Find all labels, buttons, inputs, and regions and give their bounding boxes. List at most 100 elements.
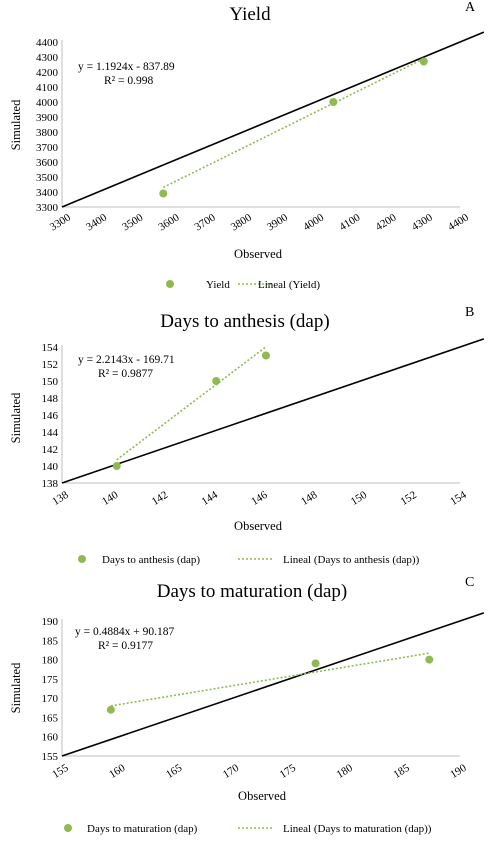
legend-label-points: Days to maturation (dap) (87, 823, 198, 835)
data-point (329, 98, 338, 106)
x-tick-label: 4300 (410, 211, 435, 233)
y-tick-label: 4000 (36, 97, 59, 109)
data-point (112, 462, 121, 470)
x-tick-label: 3600 (156, 211, 181, 233)
x-tick-label: 3500 (120, 211, 145, 233)
y-tick-label: 138 (42, 478, 59, 490)
x-axis-label: Observed (234, 519, 283, 533)
legend-marker-points (78, 555, 86, 563)
x-tick-label: 180 (335, 762, 356, 781)
y-tick-label: 154 (42, 342, 59, 354)
legend-marker-points (64, 824, 72, 832)
y-axis-label: Simulated (9, 392, 23, 443)
r-squared: R² = 0.9877 (98, 368, 153, 380)
x-tick-label: 146 (249, 489, 270, 508)
y-tick-label: 3800 (36, 127, 59, 139)
x-tick-label: 152 (398, 489, 418, 508)
chart-panel-c: Days to maturation (dap) C 155 160 165 170 175… (9, 575, 485, 835)
legend-label-trend: Lineal (Days to anthesis (dap)) (283, 554, 420, 566)
one-to-one-line (61, 338, 485, 484)
y-tick-label: 4100 (36, 82, 59, 94)
trend-equation: y = 1.1924x - 837.89 (78, 61, 175, 73)
data-point (106, 705, 115, 714)
y-tick-label: 3900 (36, 112, 59, 124)
chart-panel-b: Days to anthesis (dap) B 138 140 142 144 146 14… (9, 305, 485, 566)
legend-label-trend: Lineal (Days to maturation (dap)) (283, 823, 432, 835)
chart-panel-a: Yield A 3300 3400 3500 3600 3700 3800 3900 4000 41… (9, 0, 485, 291)
y-tick-label: 155 (42, 751, 59, 763)
y-tick-label: 4400 (36, 37, 59, 49)
x-tick-label: 175 (278, 762, 299, 781)
x-tick-label: 144 (199, 489, 220, 508)
legend-label-points: Yield (206, 279, 230, 291)
x-tick-label: 154 (448, 489, 469, 508)
y-tick-label: 4300 (36, 52, 59, 64)
r-squared: R² = 0.9177 (98, 640, 153, 652)
x-tick-label: 155 (50, 762, 71, 781)
trend-line (110, 652, 430, 707)
y-tick-label: 140 (42, 461, 59, 473)
x-tick-label: 170 (221, 762, 242, 781)
trend-line (162, 57, 425, 189)
x-tick-label: 138 (50, 489, 71, 508)
x-tick-label: 3300 (48, 211, 73, 233)
y-tick-label: 150 (42, 376, 59, 388)
x-tick-label: 4100 (337, 211, 362, 233)
trend-equation: y = 0.4884x + 90.187 (75, 626, 174, 638)
x-tick-label: 190 (448, 762, 469, 781)
chart-title: Days to anthesis (dap) (160, 311, 329, 332)
data-point (159, 189, 168, 198)
chart-title: Days to maturation (dap) (157, 581, 347, 602)
y-axis-label: Simulated (9, 662, 23, 713)
data-point (311, 659, 320, 668)
y-tick-label: 152 (42, 359, 59, 371)
panel-letter: A (465, 0, 476, 15)
y-tick-label: 3400 (36, 187, 59, 199)
trend-equation: y = 2.2143x - 169.71 (78, 354, 175, 366)
x-tick-label: 4400 (446, 211, 471, 233)
data-point (261, 351, 270, 360)
x-tick-label: 185 (391, 762, 412, 781)
y-tick-label: 144 (42, 427, 59, 439)
data-point (425, 655, 434, 664)
y-tick-label: 142 (42, 444, 59, 456)
panel-letter: C (465, 575, 474, 590)
panel-letter: B (465, 305, 474, 320)
x-tick-label: 3800 (229, 211, 254, 233)
x-tick-label: 150 (349, 489, 370, 508)
x-tick-label: 4200 (374, 211, 399, 233)
one-to-one-line (61, 612, 485, 757)
y-tick-label: 4200 (36, 67, 59, 79)
y-axis-label: Simulated (9, 99, 23, 150)
one-to-one-line (61, 31, 485, 208)
legend-marker-points (166, 280, 174, 288)
y-tick-label: 148 (42, 393, 59, 405)
legend-label-points: Days to anthesis (dap) (102, 554, 200, 566)
r-squared: R² = 0.998 (104, 75, 153, 87)
x-tick-label: 3400 (84, 211, 109, 233)
y-tick-label: 146 (42, 410, 59, 422)
x-tick-label: 140 (100, 489, 121, 508)
legend-label-trend: Lineal (Yield) (258, 279, 320, 291)
x-axis-label: Observed (234, 247, 283, 261)
chart-title: Yield (229, 4, 271, 25)
data-point (419, 57, 428, 66)
x-tick-label: 3900 (265, 211, 290, 233)
y-tick-label: 170 (42, 693, 59, 705)
x-tick-label: 148 (299, 489, 320, 508)
x-tick-label: 165 (164, 762, 185, 781)
y-tick-label: 3600 (36, 157, 59, 169)
data-point (212, 377, 221, 385)
y-tick-label: 185 (42, 635, 59, 647)
y-tick-label: 190 (42, 616, 59, 628)
x-tick-label: 142 (150, 489, 170, 508)
x-axis-label: Observed (238, 789, 287, 803)
y-tick-label: 180 (42, 655, 59, 667)
y-tick-label: 3700 (36, 142, 59, 154)
x-tick-label: 3700 (193, 211, 218, 233)
y-tick-label: 175 (42, 674, 59, 686)
y-tick-label: 3300 (36, 202, 59, 214)
y-tick-label: 165 (42, 712, 59, 724)
